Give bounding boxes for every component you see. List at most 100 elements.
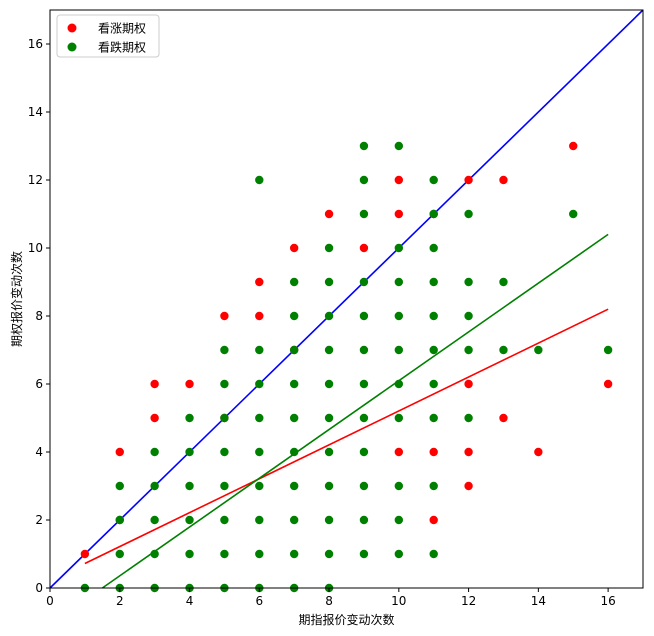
point-series-0 bbox=[255, 277, 264, 287]
point-series-1 bbox=[394, 379, 404, 389]
point-series-1 bbox=[394, 413, 404, 423]
x-tick-label: 4 bbox=[186, 594, 194, 608]
x-tick-label: 2 bbox=[116, 594, 124, 608]
legend-label-put: 看跌期权 bbox=[98, 40, 146, 55]
point-series-1 bbox=[289, 447, 299, 457]
point-series-1 bbox=[185, 413, 194, 423]
y-tick-label: 10 bbox=[28, 241, 43, 255]
point-series-1 bbox=[324, 379, 334, 389]
point-series-1 bbox=[394, 311, 404, 321]
legend-label-call: 看涨期权 bbox=[98, 21, 146, 36]
y-tick-label: 6 bbox=[35, 377, 43, 391]
point-series-1 bbox=[185, 481, 194, 491]
point-series-1 bbox=[220, 549, 229, 559]
x-tick-label: 16 bbox=[600, 594, 615, 608]
point-series-0 bbox=[464, 447, 473, 457]
x-tick-label: 12 bbox=[461, 594, 476, 608]
x-tick-label: 8 bbox=[325, 594, 333, 608]
point-series-1 bbox=[429, 243, 438, 253]
point-series-1 bbox=[289, 515, 299, 525]
point-series-1 bbox=[394, 141, 404, 151]
point-series-1 bbox=[429, 175, 438, 185]
point-series-1 bbox=[429, 345, 438, 355]
point-series-1 bbox=[394, 277, 404, 287]
point-series-1 bbox=[115, 515, 124, 525]
legend-box bbox=[56, 14, 160, 58]
point-series-1 bbox=[150, 549, 159, 559]
point-series-1 bbox=[289, 549, 299, 559]
point-series-1 bbox=[464, 311, 473, 321]
x-axis-label: 期指报价变动次数 bbox=[298, 612, 394, 627]
y-tick-label: 2 bbox=[35, 513, 43, 527]
point-series-0 bbox=[324, 209, 334, 219]
point-series-0 bbox=[255, 311, 264, 321]
point-series-1 bbox=[359, 175, 369, 185]
point-series-0 bbox=[150, 413, 159, 423]
point-series-1 bbox=[429, 209, 438, 219]
point-series-1 bbox=[220, 481, 229, 491]
point-series-1 bbox=[255, 175, 264, 185]
point-series-1 bbox=[359, 481, 369, 491]
point-series-0 bbox=[464, 481, 473, 491]
point-series-1 bbox=[464, 345, 473, 355]
y-axis-ticks: 0 2 4 6 8 10 12 14 16 bbox=[28, 37, 50, 595]
point-series-1 bbox=[324, 413, 334, 423]
point-series-1 bbox=[464, 413, 473, 423]
point-series-0 bbox=[569, 141, 578, 151]
point-series-1 bbox=[499, 345, 508, 355]
x-tick-label: 14 bbox=[531, 594, 546, 608]
point-series-1 bbox=[429, 549, 438, 559]
point-series-1 bbox=[289, 379, 299, 389]
point-series-1 bbox=[359, 311, 369, 321]
point-series-1 bbox=[255, 515, 264, 525]
point-series-1 bbox=[324, 481, 334, 491]
point-series-1 bbox=[429, 481, 438, 491]
point-series-0 bbox=[115, 447, 124, 457]
point-series-0 bbox=[603, 379, 613, 389]
x-axis-ticks: 0 2 4 6 8 10 12 14 16 bbox=[46, 588, 616, 608]
point-series-1 bbox=[394, 549, 404, 559]
point-series-1 bbox=[429, 311, 438, 321]
point-series-1 bbox=[359, 413, 369, 423]
point-series-0 bbox=[429, 447, 438, 457]
point-series-1 bbox=[429, 379, 438, 389]
y-tick-label: 12 bbox=[28, 173, 43, 187]
point-series-1 bbox=[464, 277, 473, 287]
point-series-1 bbox=[359, 277, 369, 287]
legend-marker-put bbox=[67, 42, 77, 52]
point-series-1 bbox=[255, 345, 264, 355]
point-series-1 bbox=[150, 515, 159, 525]
y-tick-label: 8 bbox=[35, 309, 43, 323]
point-series-0 bbox=[185, 379, 194, 389]
point-series-1 bbox=[150, 481, 159, 491]
point-series-1 bbox=[394, 481, 404, 491]
y-axis-label: 期权报价变动次数 bbox=[9, 251, 24, 347]
point-series-1 bbox=[324, 515, 334, 525]
point-series-0 bbox=[394, 209, 404, 219]
point-series-1 bbox=[464, 209, 473, 219]
x-tick-label: 10 bbox=[391, 594, 406, 608]
point-series-1 bbox=[429, 277, 438, 287]
point-series-1 bbox=[220, 515, 229, 525]
point-series-1 bbox=[289, 345, 299, 355]
point-series-1 bbox=[429, 413, 438, 423]
y-tick-label: 4 bbox=[35, 445, 43, 459]
point-series-1 bbox=[569, 209, 578, 219]
point-series-1 bbox=[534, 345, 543, 355]
point-series-1 bbox=[359, 549, 369, 559]
point-series-1 bbox=[220, 345, 229, 355]
point-series-1 bbox=[185, 515, 194, 525]
point-series-1 bbox=[255, 447, 264, 457]
point-series-1 bbox=[324, 311, 334, 321]
point-series-0 bbox=[499, 175, 508, 185]
point-series-0 bbox=[499, 413, 508, 423]
y-tick-label: 14 bbox=[28, 105, 43, 119]
point-series-0 bbox=[534, 447, 543, 457]
legend: 看涨期权 看跌期权 bbox=[56, 14, 160, 58]
point-series-1 bbox=[603, 345, 613, 355]
legend-marker-call bbox=[67, 23, 77, 33]
point-series-1 bbox=[359, 515, 369, 525]
point-series-1 bbox=[394, 243, 404, 253]
point-series-1 bbox=[255, 413, 264, 423]
data-points bbox=[80, 141, 613, 593]
